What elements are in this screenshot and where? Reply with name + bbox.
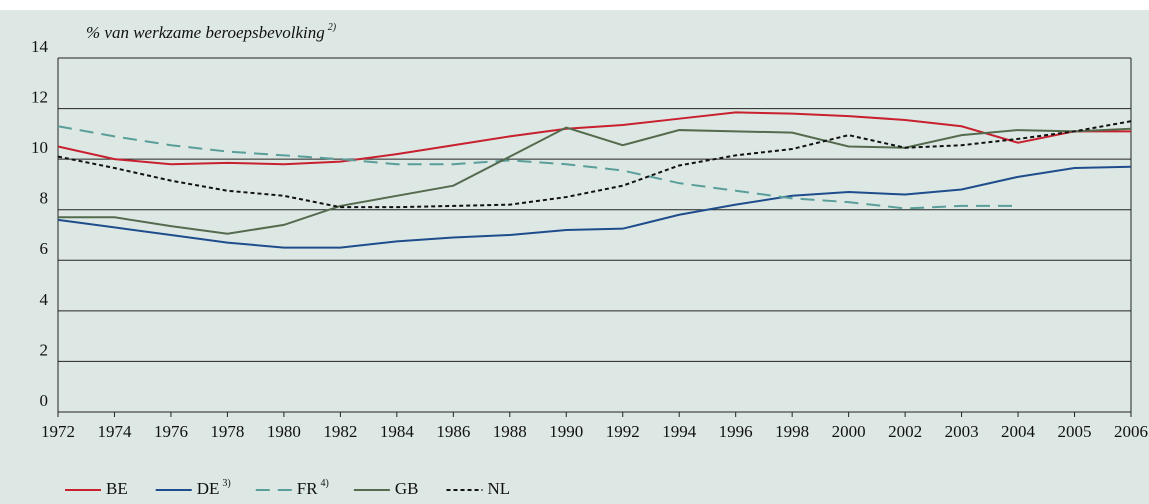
legend-label: GB (395, 479, 419, 498)
y-tick-label: 6 (40, 239, 49, 258)
x-tick-label: 1980 (267, 422, 301, 441)
y-tick-label: 8 (40, 189, 49, 208)
x-tick-label: 2002 (888, 422, 922, 441)
x-tick-label: 1990 (549, 422, 583, 441)
series-line (57, 165, 1132, 249)
y-tick-label: 10 (31, 138, 48, 157)
x-tick-label: 2005 (1058, 422, 1092, 441)
x-tick-label: 1994 (662, 422, 697, 441)
legend-name: GB (395, 479, 419, 498)
legend-name: NL (488, 479, 511, 498)
x-tick-label: 2006 (1114, 422, 1148, 441)
x-tick-label: 1984 (380, 422, 415, 441)
legend-label: FR 4) (297, 478, 329, 498)
x-tick-label: 2003 (945, 422, 979, 441)
series-line (58, 126, 1132, 235)
y-tick-label: 14 (31, 37, 49, 56)
x-tick-label: 1992 (606, 422, 640, 441)
series-line (57, 120, 1132, 209)
x-tick-label: 1982 (323, 422, 357, 441)
y-tick-label: 12 (31, 87, 48, 106)
x-tick-label: 1998 (775, 422, 809, 441)
x-tick-label: 1988 (493, 422, 527, 441)
y-tick-label: 2 (40, 340, 49, 359)
x-tick-label: 1986 (436, 422, 470, 441)
legend-name: FR (297, 479, 318, 498)
legend-label: NL (488, 479, 511, 498)
x-tick-label: 2004 (1001, 422, 1036, 441)
series-line (57, 111, 1131, 166)
legend-note: 4) (321, 478, 329, 489)
x-tick-label: 1972 (41, 422, 75, 441)
x-tick-label: 1974 (97, 422, 132, 441)
y-axis-label: % van werkzame beroepsbevolking 2) (86, 22, 337, 42)
series-line (57, 125, 1019, 210)
legend-label: BE (106, 479, 128, 498)
x-tick-label: 1976 (154, 422, 188, 441)
y-tick-label: 0 (40, 391, 49, 410)
legend-note: 3) (222, 478, 230, 489)
x-tick-label: 2000 (832, 422, 866, 441)
x-tick-label: 1978 (210, 422, 244, 441)
panel-background (0, 10, 1149, 504)
x-tick-label: 1996 (719, 422, 753, 441)
legend-label: DE 3) (197, 478, 231, 498)
legend-name: BE (106, 479, 128, 498)
y-tick-label: 4 (40, 290, 49, 309)
legend-name: DE (197, 479, 220, 498)
